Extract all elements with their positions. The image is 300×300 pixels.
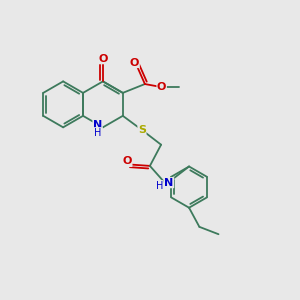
Text: H: H — [94, 128, 101, 138]
Text: O: O — [130, 58, 139, 68]
Text: S: S — [138, 125, 146, 135]
Text: N: N — [93, 120, 102, 130]
Text: O: O — [122, 157, 132, 166]
Text: H: H — [156, 181, 163, 190]
Text: O: O — [98, 54, 108, 64]
Text: N: N — [164, 178, 174, 188]
Text: O: O — [157, 82, 166, 92]
